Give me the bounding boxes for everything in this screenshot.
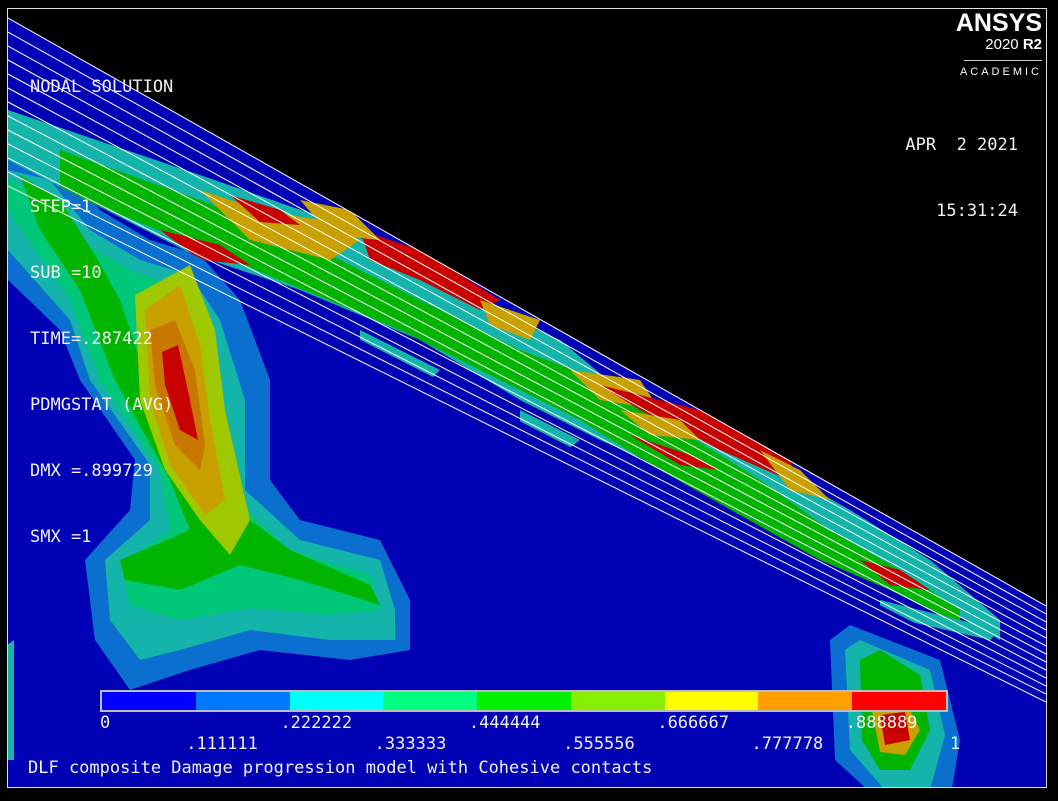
legend-swatch-8 — [852, 692, 947, 710]
solution-info: NODAL SOLUTION STEP=1 SUB =10 TIME=.2874… — [30, 32, 173, 570]
contour-legend — [100, 690, 948, 712]
legend-swatch-0 — [102, 692, 196, 710]
legend-label-0: 0 — [100, 713, 111, 733]
info-sub: SUB =10 — [30, 263, 102, 283]
legend-label-8: .888889 — [845, 713, 918, 733]
layer-lines — [8, 17, 1046, 703]
legend-label-9: 1 — [950, 734, 961, 754]
legend-label-5: .555556 — [563, 734, 635, 754]
logo-version-year: 2020 — [985, 36, 1019, 53]
legend-label-1: .111111 — [186, 734, 258, 754]
ansys-logo: ANSYS 2020 R2 ACADEMIC — [952, 10, 1042, 79]
logo-version-release: R2 — [1022, 36, 1042, 53]
legend-label-4: .444444 — [468, 713, 541, 733]
legend-label-7: .777778 — [751, 734, 824, 754]
damage-band-left — [8, 150, 410, 690]
logo-brand: ANSYS — [955, 9, 1042, 37]
timestamp-time: 15:31:24 — [936, 201, 1018, 221]
legend-swatch-3 — [383, 692, 478, 710]
legend-swatch-5 — [570, 692, 665, 710]
plot-title: DLF composite Damage progression model w… — [28, 758, 653, 778]
info-time: TIME=.287422 — [30, 329, 153, 349]
legend-swatch-4 — [477, 692, 571, 710]
legend-label-6: .666667 — [657, 713, 729, 733]
legend-label-2: .222222 — [280, 713, 353, 733]
legend-swatch-6 — [664, 692, 759, 710]
legend-swatch-7 — [758, 692, 853, 710]
legend-label-3: .333333 — [374, 734, 447, 754]
info-step: STEP=1 — [30, 197, 92, 217]
legend-swatch-1 — [195, 692, 290, 710]
info-dmx: DMX =.899729 — [30, 461, 153, 481]
info-smx: SMX =1 — [30, 527, 92, 547]
logo-version: 2020 R2 — [952, 36, 1042, 54]
legend-swatch-2 — [289, 692, 384, 710]
logo-edition: ACADEMIC — [959, 66, 1042, 78]
timestamp-date: APR 2 2021 — [905, 135, 1018, 155]
timestamp: APR 2 2021 15:31:24 — [905, 90, 1018, 244]
info-header: NODAL SOLUTION — [30, 77, 174, 97]
info-result: PDMGSTAT (AVG) — [30, 395, 174, 415]
